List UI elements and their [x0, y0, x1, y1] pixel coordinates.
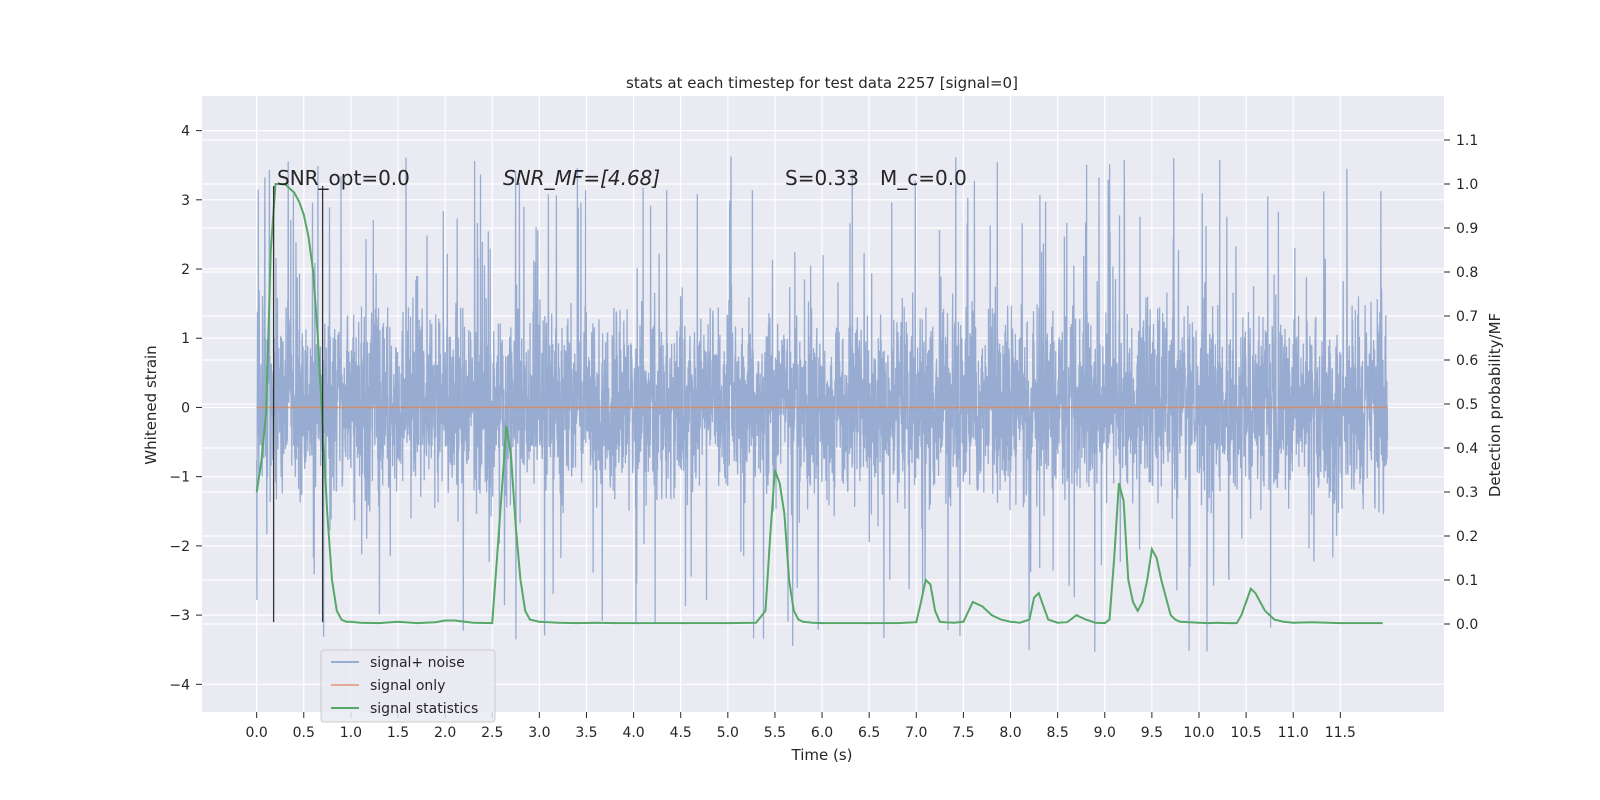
- x-tick-label: 5.0: [717, 725, 739, 741]
- annotation-snr-opt: SNR_opt=0.0: [277, 166, 410, 190]
- x-tick-label: 4.5: [670, 725, 692, 741]
- signal-statistics-line: [255, 183, 1383, 625]
- x-tick-label: 0.5: [293, 725, 315, 741]
- x-tick-label: 10.0: [1183, 725, 1214, 741]
- y-left-tick-label: −2: [169, 539, 190, 555]
- y-right-tick-label: 1.0: [1456, 177, 1478, 193]
- x-tick-label: 8.5: [1047, 725, 1069, 741]
- x-tick-label: 11.0: [1278, 725, 1309, 741]
- x-tick-label: 8.0: [999, 725, 1021, 741]
- x-tick-label: 7.5: [952, 725, 974, 741]
- legend: signal+ noise signal only signal statist…: [320, 649, 496, 723]
- x-tick-label: 1.0: [340, 725, 362, 741]
- tick-labels: 0.0 0.5 1.0 1.5 2.0 2.5 3.0 3.5 4.0 4.5 5.0 5.5 6.0 6…: [169, 124, 1478, 741]
- y-right-tick-label: 1.1: [1456, 133, 1478, 149]
- x-tick-label: 5.5: [764, 725, 786, 741]
- y-left-tick-label: 4: [181, 124, 190, 140]
- y-left-tick-label: 0: [181, 400, 190, 416]
- x-tick-label: 1.5: [387, 725, 409, 741]
- y-right-tick-label: 0.6: [1456, 353, 1478, 369]
- y-right-tick-label: 0.0: [1456, 617, 1478, 633]
- y-right-tick-label: 0.9: [1456, 221, 1478, 237]
- legend-label-signal-noise: signal+ noise: [370, 655, 465, 671]
- annotation-s: S=0.33: [785, 166, 859, 190]
- y-axis-label-right: Detection probability/MF: [1486, 313, 1504, 497]
- annotations: SNR_opt=0.0 SNR_MF=[4.68] S=0.33 M_c=0.0: [277, 166, 967, 190]
- x-tick-label: 9.5: [1141, 725, 1163, 741]
- chart-title: stats at each timestep for test data 225…: [626, 74, 1018, 92]
- x-tick-label: 2.0: [434, 725, 456, 741]
- x-tick-label: 6.5: [858, 725, 880, 741]
- x-tick-label: 2.5: [481, 725, 503, 741]
- y-right-tick-label: 0.5: [1456, 397, 1478, 413]
- y-right-tick-label: 0.2: [1456, 529, 1478, 545]
- signal-noise-line: [256, 156, 1389, 652]
- y-right-tick-label: 0.8: [1456, 265, 1478, 281]
- y-right-tick-label: 0.1: [1456, 573, 1478, 589]
- y-left-tick-label: −4: [169, 677, 190, 693]
- x-tick-label: 0.0: [246, 725, 268, 741]
- x-tick-label: 9.0: [1094, 725, 1116, 741]
- x-tick-label: 4.0: [622, 725, 644, 741]
- y-left-tick-label: 2: [181, 262, 190, 278]
- annotation-snr-mf: SNR_MF=[4.68]: [503, 166, 660, 190]
- y-left-tick-label: −3: [169, 608, 190, 624]
- x-tick-label: 7.0: [905, 725, 927, 741]
- x-tick-label: 3.0: [528, 725, 550, 741]
- x-tick-label: 3.5: [575, 725, 597, 741]
- y-left-tick-label: 3: [181, 193, 190, 209]
- annotation-mc: M_c=0.0: [880, 166, 967, 190]
- x-axis-label: Time (s): [791, 746, 853, 764]
- y-left-tick-label: −1: [169, 470, 190, 486]
- y-left-tick-label: 1: [181, 331, 190, 347]
- y-right-tick-label: 0.4: [1456, 441, 1478, 457]
- y-right-tick-label: 0.7: [1456, 309, 1478, 325]
- x-tick-label: 11.5: [1325, 725, 1356, 741]
- x-tick-label: 6.0: [811, 725, 833, 741]
- x-tick-label: 10.5: [1231, 725, 1262, 741]
- legend-label-signal-only: signal only: [370, 678, 445, 694]
- y-right-tick-label: 0.3: [1456, 485, 1478, 501]
- signal-statistics-series: [255, 183, 1383, 625]
- y-axis-label-left: Whitened strain: [142, 345, 160, 464]
- legend-label-signal-statistics: signal statistics: [370, 701, 478, 717]
- legend-box: [320, 649, 496, 723]
- vertical-markers: [272, 185, 324, 623]
- signal-noise-series: [256, 156, 1389, 652]
